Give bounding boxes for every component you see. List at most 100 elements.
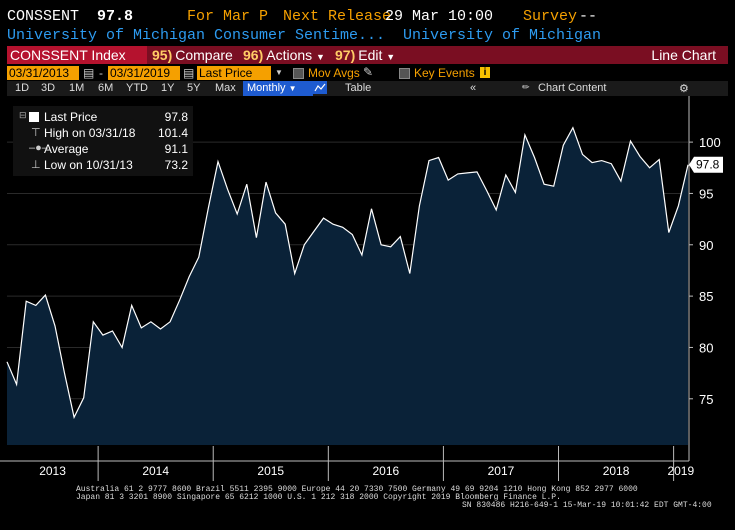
y-tick-label-2: 85 xyxy=(699,289,713,304)
footer-phones-2: Japan 81 3 3201 8900 Singapore 65 6212 1… xyxy=(76,493,561,502)
price-area xyxy=(7,127,688,445)
x-year-label-5: 2018 xyxy=(603,464,630,478)
start-date-input[interactable]: 03/31/2013 xyxy=(7,66,79,80)
edit-caret-icon: ▼ xyxy=(386,52,396,62)
last-value-tag: 97.8 xyxy=(689,156,723,173)
calendar-icon[interactable]: ▤ xyxy=(83,66,95,80)
legend-value: 97.8 xyxy=(164,110,188,124)
y-tick-label-1: 80 xyxy=(699,340,713,355)
mov-avgs-checkbox[interactable] xyxy=(293,68,304,79)
settings-gear-icon[interactable]: ⚙ xyxy=(679,83,689,95)
mov-avgs-label[interactable]: Mov Avgs xyxy=(308,66,360,80)
chart-content-icon[interactable]: ✏ xyxy=(522,82,530,92)
key-events-label[interactable]: Key Events xyxy=(414,66,475,80)
survey-value: -- xyxy=(579,8,598,25)
collapse-icon[interactable]: « xyxy=(470,82,477,94)
line-chart-icon[interactable] xyxy=(313,81,327,97)
legend-label: Last Price xyxy=(44,110,98,124)
low-marker-icon: ⊥ xyxy=(31,159,41,171)
legend-label: Average xyxy=(44,142,89,156)
range-1y[interactable]: 1Y xyxy=(161,82,175,94)
y-tick-label-4: 95 xyxy=(699,186,713,201)
edit-menu[interactable]: 97) Edit ▼ xyxy=(335,47,395,63)
pencil-icon[interactable]: ✎ xyxy=(363,65,374,79)
range-3d[interactable]: 3D xyxy=(41,82,56,94)
legend-value: 91.1 xyxy=(164,142,188,156)
footer-serial: SN 830486 H216-649-1 15-Mar-19 10:01:42 … xyxy=(462,501,712,510)
frequency-caret-icon: ▼ xyxy=(288,84,297,93)
index-box[interactable] xyxy=(7,46,147,64)
actions-caret-icon: ▼ xyxy=(316,52,325,62)
function-toolbar: CONSSENT Index 95) Compare 96) Actions ▼ 9… xyxy=(7,46,728,64)
field-caret-icon[interactable]: ▼ xyxy=(275,68,283,77)
frequency-label: Monthly xyxy=(247,82,286,94)
compare-button[interactable]: 95) Compare xyxy=(152,47,233,63)
x-axis: 2013 2014 2015 2016 2017 2018 2019 xyxy=(0,446,694,481)
ticker: CONSSENT xyxy=(7,8,80,25)
y-tick-label-0: 75 xyxy=(699,392,713,407)
legend-row-low: ⊥ Low on 10/31/13 73.2 xyxy=(13,157,193,173)
chart-content-button[interactable]: Chart Content xyxy=(538,82,607,94)
period-label: For Mar P xyxy=(187,8,269,25)
info-icon[interactable]: i xyxy=(480,67,490,78)
last-value-tag-bg xyxy=(689,156,723,173)
next-release-label: Next Release xyxy=(283,8,392,25)
x-year-label-4: 2017 xyxy=(488,464,515,478)
last-value: 97.8 xyxy=(97,8,134,25)
field-label: Last Price xyxy=(199,66,253,80)
next-release-value: 29 Mar 10:00 xyxy=(385,8,494,25)
compare-label: Compare xyxy=(175,47,233,63)
data-source: University of Michigan xyxy=(403,27,602,44)
range-ytd[interactable]: YTD xyxy=(126,82,148,94)
range-6m[interactable]: 6M xyxy=(98,82,114,94)
range-1m[interactable]: 1M xyxy=(69,82,85,94)
y-tick-label-5: 100 xyxy=(699,135,721,150)
range-bar: 1D 3D 1M 6M YTD 1Y 5Y Max Monthly ▼ Tabl… xyxy=(7,81,728,96)
survey-label: Survey xyxy=(523,8,578,25)
field-select[interactable]: Last Price xyxy=(197,66,271,80)
key-events-checkbox[interactable] xyxy=(399,68,410,79)
x-year-label-2: 2015 xyxy=(257,464,284,478)
date-separator: - xyxy=(99,66,103,80)
actions-num: 96) xyxy=(243,47,264,63)
footer-phones-1: Australia 61 2 9777 8600 Brazil 5511 239… xyxy=(76,485,638,494)
compare-num: 95) xyxy=(152,47,173,63)
legend-label: Low on 10/31/13 xyxy=(44,158,133,172)
actions-menu[interactable]: 96) Actions ▼ xyxy=(243,47,325,63)
range-max[interactable]: Max xyxy=(215,82,236,94)
legend-collapse-icon[interactable]: ⊟ xyxy=(19,110,27,120)
range-5y[interactable]: 5Y xyxy=(187,82,201,94)
chart-type[interactable]: Line Chart xyxy=(651,47,716,63)
date-controls: 03/31/2013 ▤ - 03/31/2019 ▤ Last Price ▼… xyxy=(7,65,728,81)
y-axis: 75 80 85 90 95 100 xyxy=(688,96,721,461)
average-marker-icon: –●– xyxy=(29,142,48,154)
line-chart-icon-svg xyxy=(313,81,327,94)
legend-value: 101.4 xyxy=(157,126,188,140)
last-value-tag-label: 97.8 xyxy=(696,158,720,172)
frequency-select[interactable]: Monthly ▼ xyxy=(243,81,313,96)
edit-num: 97) xyxy=(335,47,356,63)
security-description: University of Michigan Consumer Sentime.… xyxy=(7,27,386,44)
legend-row-average: –●– Average 91.1 xyxy=(13,141,193,157)
x-year-label-3: 2016 xyxy=(373,464,400,478)
actions-label: Actions xyxy=(266,47,313,63)
y-tick-label-3: 90 xyxy=(699,238,713,253)
legend-row-last[interactable]: ⊟ Last Price 97.8 xyxy=(13,109,193,125)
legend-value: 73.2 xyxy=(164,158,188,172)
legend-swatch-icon xyxy=(29,112,39,122)
price-line xyxy=(6,126,689,420)
calendar-icon[interactable]: ▤ xyxy=(183,66,195,80)
x-year-label-0: 2013 xyxy=(39,464,66,478)
chart-legend: ⊟ Last Price 97.8 ⊤ High on 03/31/18 101… xyxy=(13,106,193,176)
index-label: CONSSENT Index xyxy=(10,47,126,63)
high-marker-icon: ⊤ xyxy=(31,127,41,139)
end-date-input[interactable]: 03/31/2019 xyxy=(108,66,180,80)
edit-label: Edit xyxy=(358,47,383,63)
table-button[interactable]: Table xyxy=(345,82,372,94)
range-1d[interactable]: 1D xyxy=(15,82,30,94)
legend-row-high: ⊤ High on 03/31/18 101.4 xyxy=(13,125,193,141)
x-year-label-6: 2019 xyxy=(667,464,694,478)
x-year-label-1: 2014 xyxy=(142,464,169,478)
legend-label: High on 03/31/18 xyxy=(44,126,136,140)
